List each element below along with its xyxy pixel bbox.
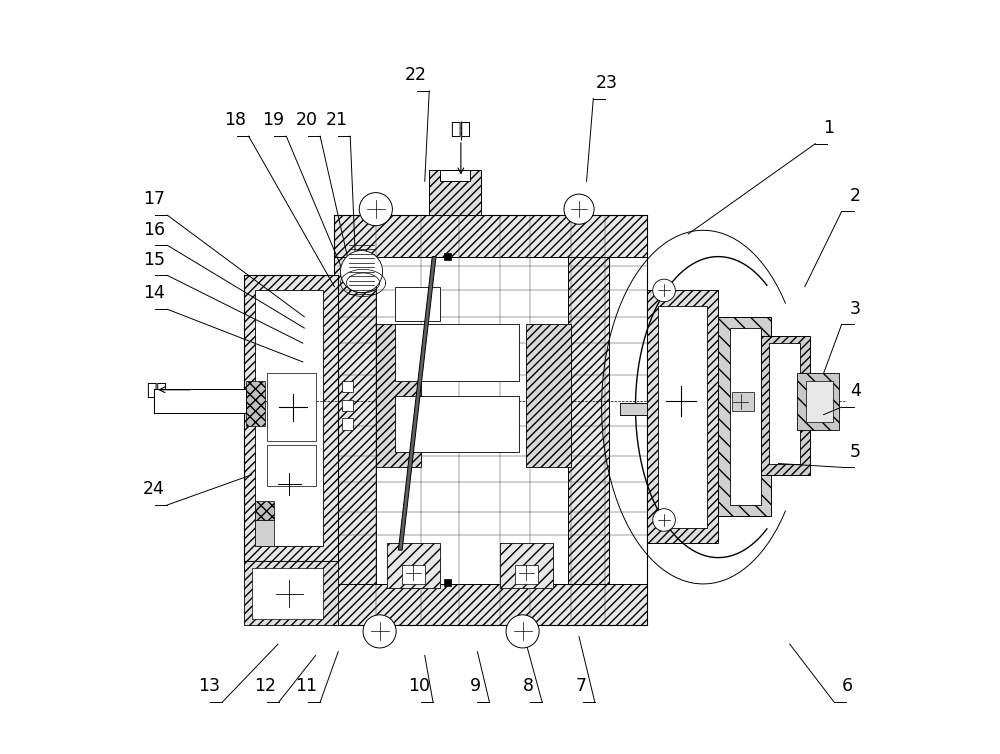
- Bar: [334, 584, 647, 625]
- Polygon shape: [398, 256, 436, 550]
- Bar: [761, 336, 810, 475]
- Bar: [267, 373, 316, 441]
- Bar: [620, 403, 647, 415]
- Text: 23: 23: [596, 74, 618, 92]
- Text: 16: 16: [143, 220, 165, 238]
- Text: 2: 2: [850, 187, 861, 204]
- Text: 7: 7: [576, 677, 587, 695]
- Bar: [334, 215, 647, 256]
- Circle shape: [653, 279, 675, 302]
- Bar: [732, 392, 754, 411]
- Text: 9: 9: [470, 677, 481, 695]
- Bar: [444, 579, 451, 586]
- Circle shape: [359, 192, 392, 225]
- Text: 6: 6: [842, 677, 853, 695]
- Circle shape: [340, 250, 383, 293]
- Bar: [342, 418, 353, 430]
- Bar: [387, 543, 440, 587]
- Bar: [440, 170, 470, 181]
- Text: 17: 17: [143, 191, 165, 208]
- Bar: [806, 381, 833, 422]
- Bar: [647, 290, 718, 543]
- Bar: [342, 400, 353, 411]
- Bar: [376, 324, 421, 467]
- Text: 15: 15: [143, 250, 165, 268]
- Bar: [246, 381, 265, 426]
- Bar: [444, 253, 451, 260]
- Bar: [244, 275, 338, 562]
- Bar: [658, 305, 707, 528]
- Text: 排气: 排气: [146, 381, 167, 399]
- Circle shape: [653, 509, 675, 532]
- Text: 21: 21: [326, 112, 348, 130]
- Circle shape: [363, 615, 396, 648]
- Bar: [568, 256, 609, 584]
- Bar: [255, 501, 274, 520]
- Bar: [515, 566, 538, 584]
- Bar: [500, 543, 553, 587]
- Bar: [402, 566, 425, 584]
- Bar: [429, 170, 481, 215]
- Bar: [395, 324, 519, 381]
- Text: 5: 5: [850, 443, 861, 461]
- Bar: [797, 373, 839, 430]
- Text: 14: 14: [143, 284, 165, 302]
- Circle shape: [506, 615, 539, 648]
- Bar: [334, 256, 376, 584]
- Bar: [395, 396, 519, 452]
- Text: 11: 11: [296, 677, 318, 695]
- Text: 19: 19: [262, 112, 284, 130]
- Text: 8: 8: [523, 677, 534, 695]
- Bar: [267, 445, 316, 486]
- Bar: [252, 569, 323, 619]
- Text: 3: 3: [850, 299, 861, 317]
- Text: 18: 18: [224, 112, 246, 130]
- Text: 13: 13: [198, 677, 220, 695]
- Bar: [769, 343, 800, 464]
- Bar: [376, 256, 568, 584]
- Bar: [500, 543, 553, 587]
- Circle shape: [564, 194, 594, 224]
- Bar: [255, 520, 274, 547]
- Text: 1: 1: [823, 119, 834, 137]
- Bar: [730, 328, 761, 505]
- Text: 12: 12: [254, 677, 276, 695]
- Text: 22: 22: [405, 66, 427, 84]
- Bar: [154, 389, 246, 413]
- Text: 4: 4: [850, 382, 861, 400]
- Text: 24: 24: [143, 480, 165, 498]
- Bar: [342, 381, 353, 392]
- Bar: [526, 324, 571, 467]
- Bar: [255, 290, 323, 547]
- Bar: [395, 287, 440, 320]
- Bar: [387, 543, 440, 587]
- Text: 进气: 进气: [450, 120, 471, 138]
- Bar: [718, 317, 771, 516]
- Text: 20: 20: [296, 112, 318, 130]
- Text: 10: 10: [408, 677, 430, 695]
- Bar: [244, 562, 338, 625]
